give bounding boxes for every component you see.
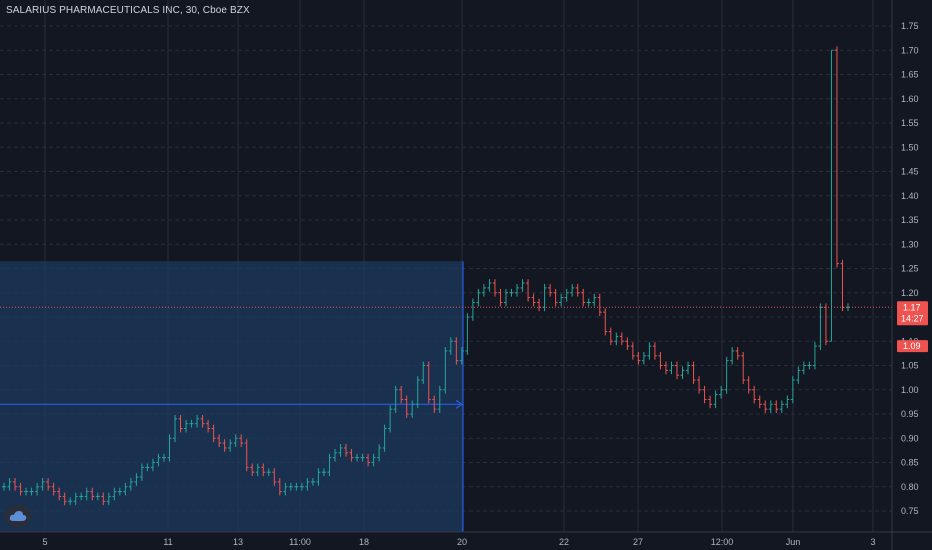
low-price-value: 1.09 xyxy=(903,341,921,351)
bar-countdown: 14:27 xyxy=(901,313,924,323)
y-tick-label: 1.50 xyxy=(901,142,919,152)
highlight-zone xyxy=(0,261,463,532)
y-tick-label: 0.90 xyxy=(901,433,919,443)
y-tick-label: 0.75 xyxy=(901,506,919,516)
y-tick-label: 1.35 xyxy=(901,215,919,225)
cloud-icon xyxy=(9,511,27,521)
y-tick-label: 1.05 xyxy=(901,361,919,371)
x-tick-label: 22 xyxy=(559,537,569,547)
y-tick-label: 1.65 xyxy=(901,70,919,80)
low-price-tag xyxy=(897,340,928,353)
x-tick-label: 5 xyxy=(42,537,47,547)
y-tick-label: 0.80 xyxy=(901,482,919,492)
x-tick-label: Jun xyxy=(786,537,801,547)
y-tick-label: 1.45 xyxy=(901,167,919,177)
x-tick-label: 27 xyxy=(633,537,643,547)
y-tick-label: 0.85 xyxy=(901,458,919,468)
x-tick-label: 3 xyxy=(870,537,875,547)
y-tick-label: 1.20 xyxy=(901,288,919,298)
y-tick-label: 1.70 xyxy=(901,45,919,55)
x-tick-label: 13 xyxy=(233,537,243,547)
y-tick-label: 0.95 xyxy=(901,409,919,419)
y-tick-label: 1.60 xyxy=(901,94,919,104)
y-tick-label: 1.30 xyxy=(901,239,919,249)
y-tick-label: 1.00 xyxy=(901,385,919,395)
y-tick-label: 1.55 xyxy=(901,118,919,128)
tradingview-logo[interactable] xyxy=(5,505,31,527)
x-tick-label: 18 xyxy=(359,537,369,547)
chart-title: SALARIUS PHARMACEUTICALS INC, 30, Cboe B… xyxy=(6,5,250,16)
x-tick-label: 20 xyxy=(457,537,467,547)
x-tick-label: 12:00 xyxy=(711,537,734,547)
last-price-tag xyxy=(897,301,928,326)
zone-arrow-icon xyxy=(455,399,463,409)
x-tick-label: 11:00 xyxy=(289,537,311,547)
y-tick-label: 1.40 xyxy=(901,191,919,201)
x-tick-label: 11 xyxy=(163,537,172,547)
y-tick-label: 1.75 xyxy=(901,21,919,31)
last-price-value: 1.17 xyxy=(903,302,921,312)
y-tick-label: 1.25 xyxy=(901,264,919,274)
